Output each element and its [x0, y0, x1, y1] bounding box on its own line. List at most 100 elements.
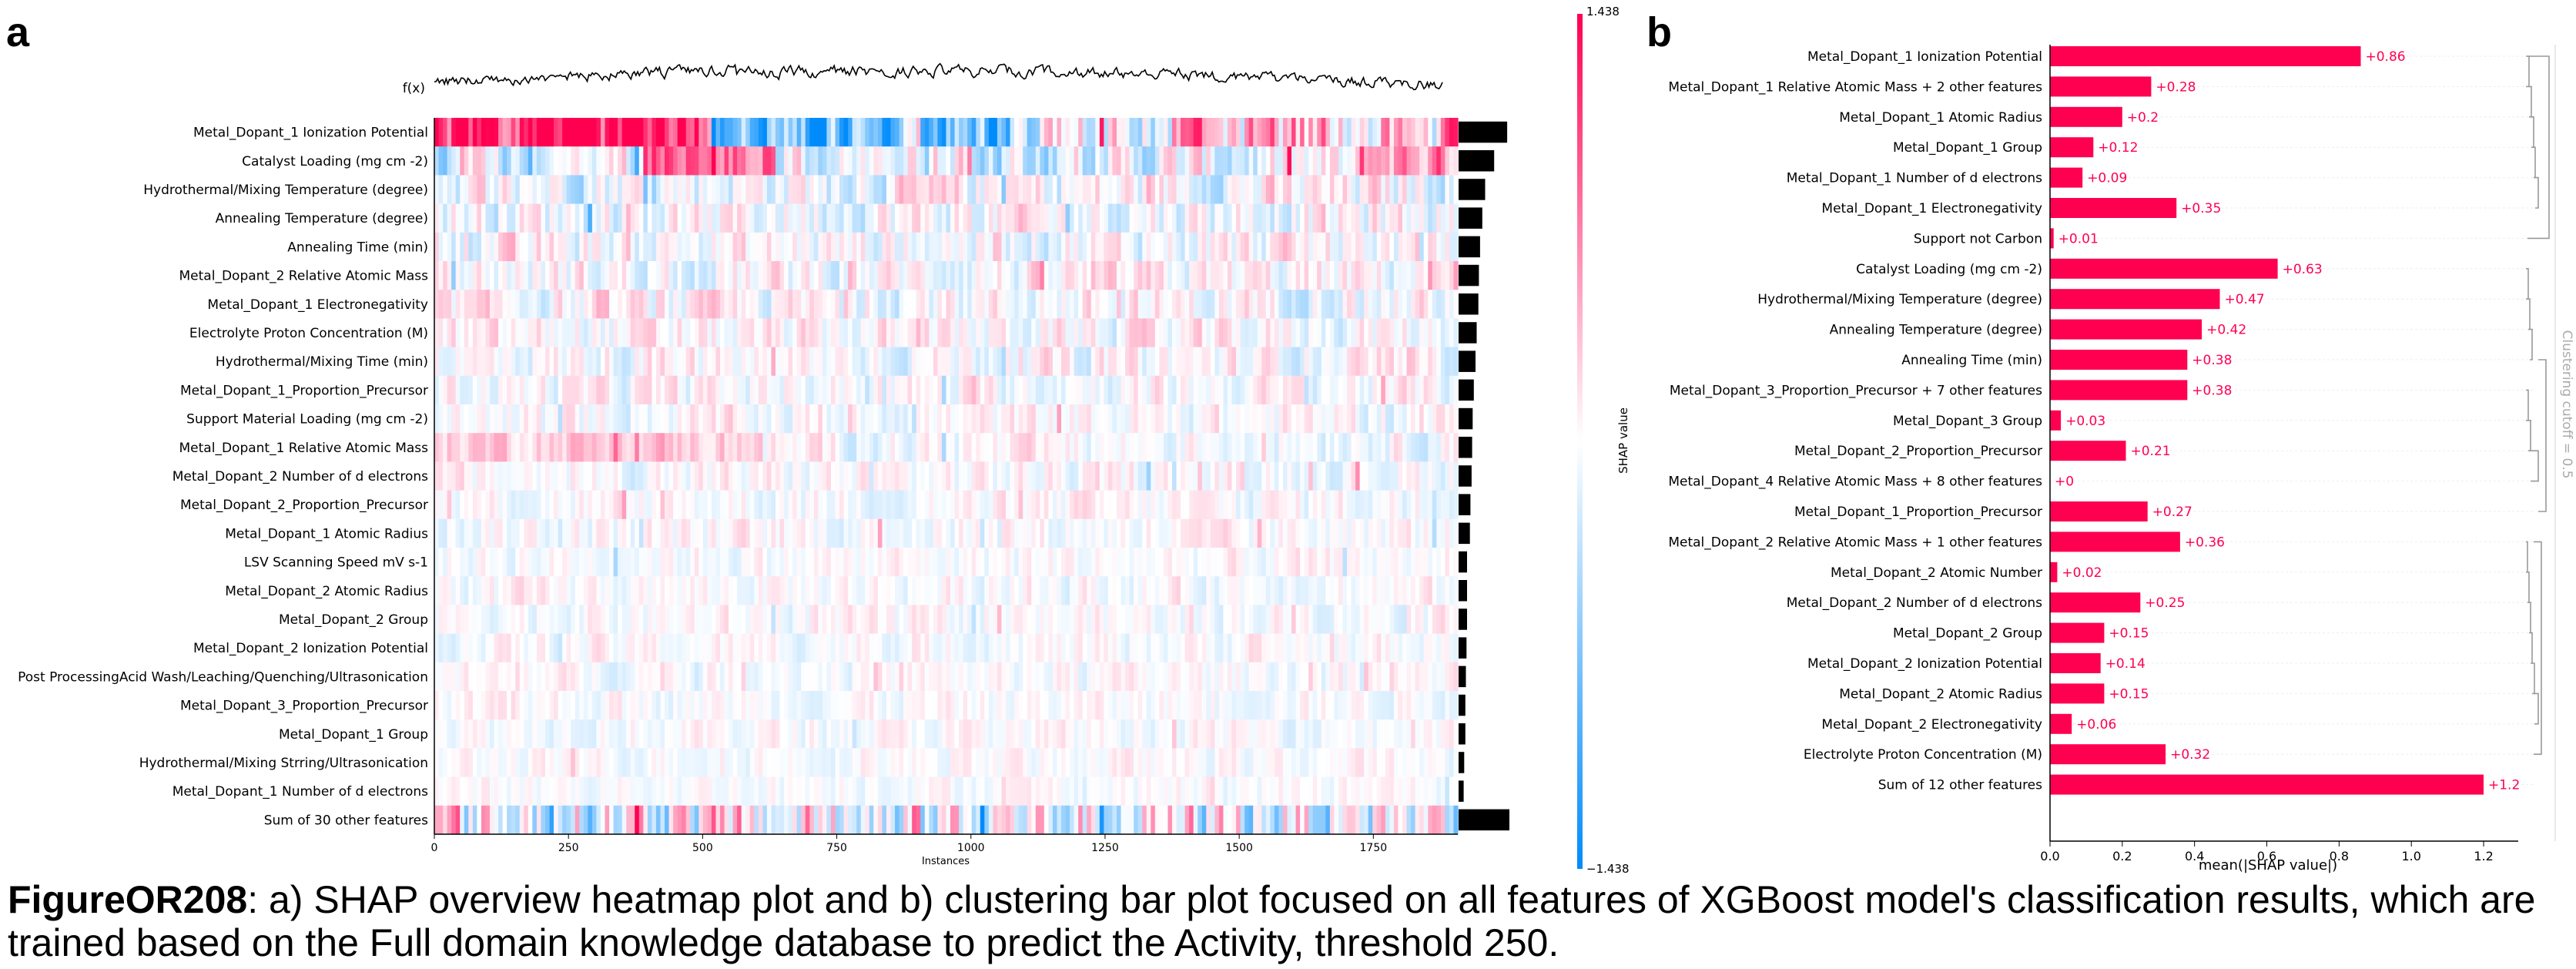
heatmap-cell — [1334, 290, 1339, 319]
heatmap-cell — [1070, 518, 1075, 548]
heatmap-cell — [912, 576, 917, 605]
heatmap-cell — [813, 633, 819, 663]
heatmap-cell — [929, 232, 934, 262]
heatmap-cell — [796, 605, 802, 634]
heatmap-cell — [715, 433, 721, 462]
heatmap-cell — [1121, 318, 1126, 347]
heatmap-cell — [1010, 375, 1015, 405]
heatmap-cell — [784, 433, 789, 462]
heatmap-cell — [937, 433, 943, 462]
heatmap-cell — [613, 203, 618, 233]
heatmap-cell — [660, 290, 665, 319]
heatmap-cell — [903, 318, 909, 347]
heatmap-cell — [702, 633, 708, 663]
heatmap-cell — [1291, 404, 1297, 434]
heatmap-cell — [1206, 290, 1211, 319]
heatmap-cell — [988, 375, 994, 405]
heatmap-cell — [1231, 461, 1237, 491]
heatmap-cell — [967, 490, 973, 520]
heatmap-cell — [468, 633, 474, 663]
heatmap-cell — [993, 175, 998, 204]
heatmap-cell — [890, 605, 896, 634]
heatmap-cell — [1351, 203, 1356, 233]
heatmap-cell — [835, 232, 840, 262]
heatmap-cell — [1163, 261, 1169, 290]
heatmap-cell — [1043, 490, 1049, 520]
heatmap-cell — [1423, 261, 1429, 290]
heatmap-cell — [916, 175, 921, 204]
heatmap-cell — [954, 203, 960, 233]
heatmap-cell — [826, 203, 832, 233]
heatmap-cell — [1057, 633, 1062, 663]
heatmap-cell — [1257, 404, 1262, 434]
heatmap-cell — [626, 118, 631, 147]
heatmap-cell — [630, 203, 635, 233]
heatmap-cell — [899, 318, 904, 347]
heatmap-cell — [1342, 605, 1348, 634]
heatmap-cell — [912, 175, 917, 204]
heatmap-cell — [574, 461, 580, 491]
heatmap-cell — [1342, 318, 1348, 347]
heatmap-cell — [1163, 146, 1169, 176]
heatmap-cell — [485, 518, 491, 548]
heatmap-cell — [618, 490, 623, 520]
heatmap-cell — [694, 662, 699, 692]
heatmap-cell — [1121, 203, 1126, 233]
heatmap-cell — [1355, 203, 1361, 233]
heatmap-cell — [1278, 548, 1284, 577]
heatmap-cell — [481, 118, 487, 147]
heatmap-cell — [754, 662, 759, 692]
heatmap-cell — [1129, 118, 1134, 147]
heatmap-cell — [1023, 261, 1028, 290]
heatmap-cell — [1087, 175, 1092, 204]
heatmap-cell — [1043, 548, 1049, 577]
heatmap-cell — [1445, 490, 1450, 520]
heatmap-cell — [1125, 461, 1131, 491]
heatmap-cell — [1018, 203, 1023, 233]
heatmap-cell — [464, 290, 469, 319]
heatmap-cell — [1090, 433, 1096, 462]
heatmap-cell — [1154, 576, 1160, 605]
heatmap-cell — [1104, 404, 1109, 434]
heatmap-cell — [464, 576, 469, 605]
heatmap-cell — [1201, 691, 1207, 720]
heatmap-cell — [643, 662, 648, 692]
heatmap-cell — [729, 605, 734, 634]
heatmap-cell — [950, 490, 956, 520]
heatmap-cell — [1445, 318, 1450, 347]
heatmap-cell — [532, 404, 538, 434]
heatmap-cell — [1453, 318, 1459, 347]
heatmap-cell — [647, 662, 653, 692]
heatmap-cell — [652, 461, 657, 491]
heatmap-cell — [682, 576, 687, 605]
heatmap-cell — [1043, 461, 1049, 491]
heatmap-cell — [1082, 662, 1087, 692]
heatmap-cell — [1393, 347, 1399, 377]
heatmap-cell — [665, 146, 670, 176]
heatmap-cell — [1070, 461, 1075, 491]
heatmap-cell — [1001, 118, 1007, 147]
heatmap-cell — [1244, 548, 1250, 577]
heatmap-cell — [1031, 318, 1037, 347]
heatmap-cell — [856, 461, 862, 491]
heatmap-cell — [682, 146, 687, 176]
heatmap-cell — [536, 404, 542, 434]
heatmap-cell — [1223, 318, 1228, 347]
heatmap-cell — [494, 576, 499, 605]
heatmap-cell — [507, 290, 512, 319]
heatmap-cell — [1082, 404, 1087, 434]
heatmap-cell — [766, 461, 772, 491]
heatmap-cell — [1381, 548, 1386, 577]
heatmap-cell — [626, 662, 631, 692]
heatmap-cell — [630, 404, 635, 434]
heatmap-cell — [562, 175, 568, 204]
heatmap-cell — [609, 261, 615, 290]
heatmap-cell — [591, 404, 598, 434]
heatmap-cell — [1206, 261, 1211, 290]
heatmap-cell — [1368, 490, 1373, 520]
heatmap-cell — [524, 691, 529, 720]
heatmap-cell — [447, 548, 452, 577]
heatmap-cell — [1061, 518, 1067, 548]
heatmap-cell — [558, 548, 563, 577]
heatmap-cell — [1223, 175, 1228, 204]
